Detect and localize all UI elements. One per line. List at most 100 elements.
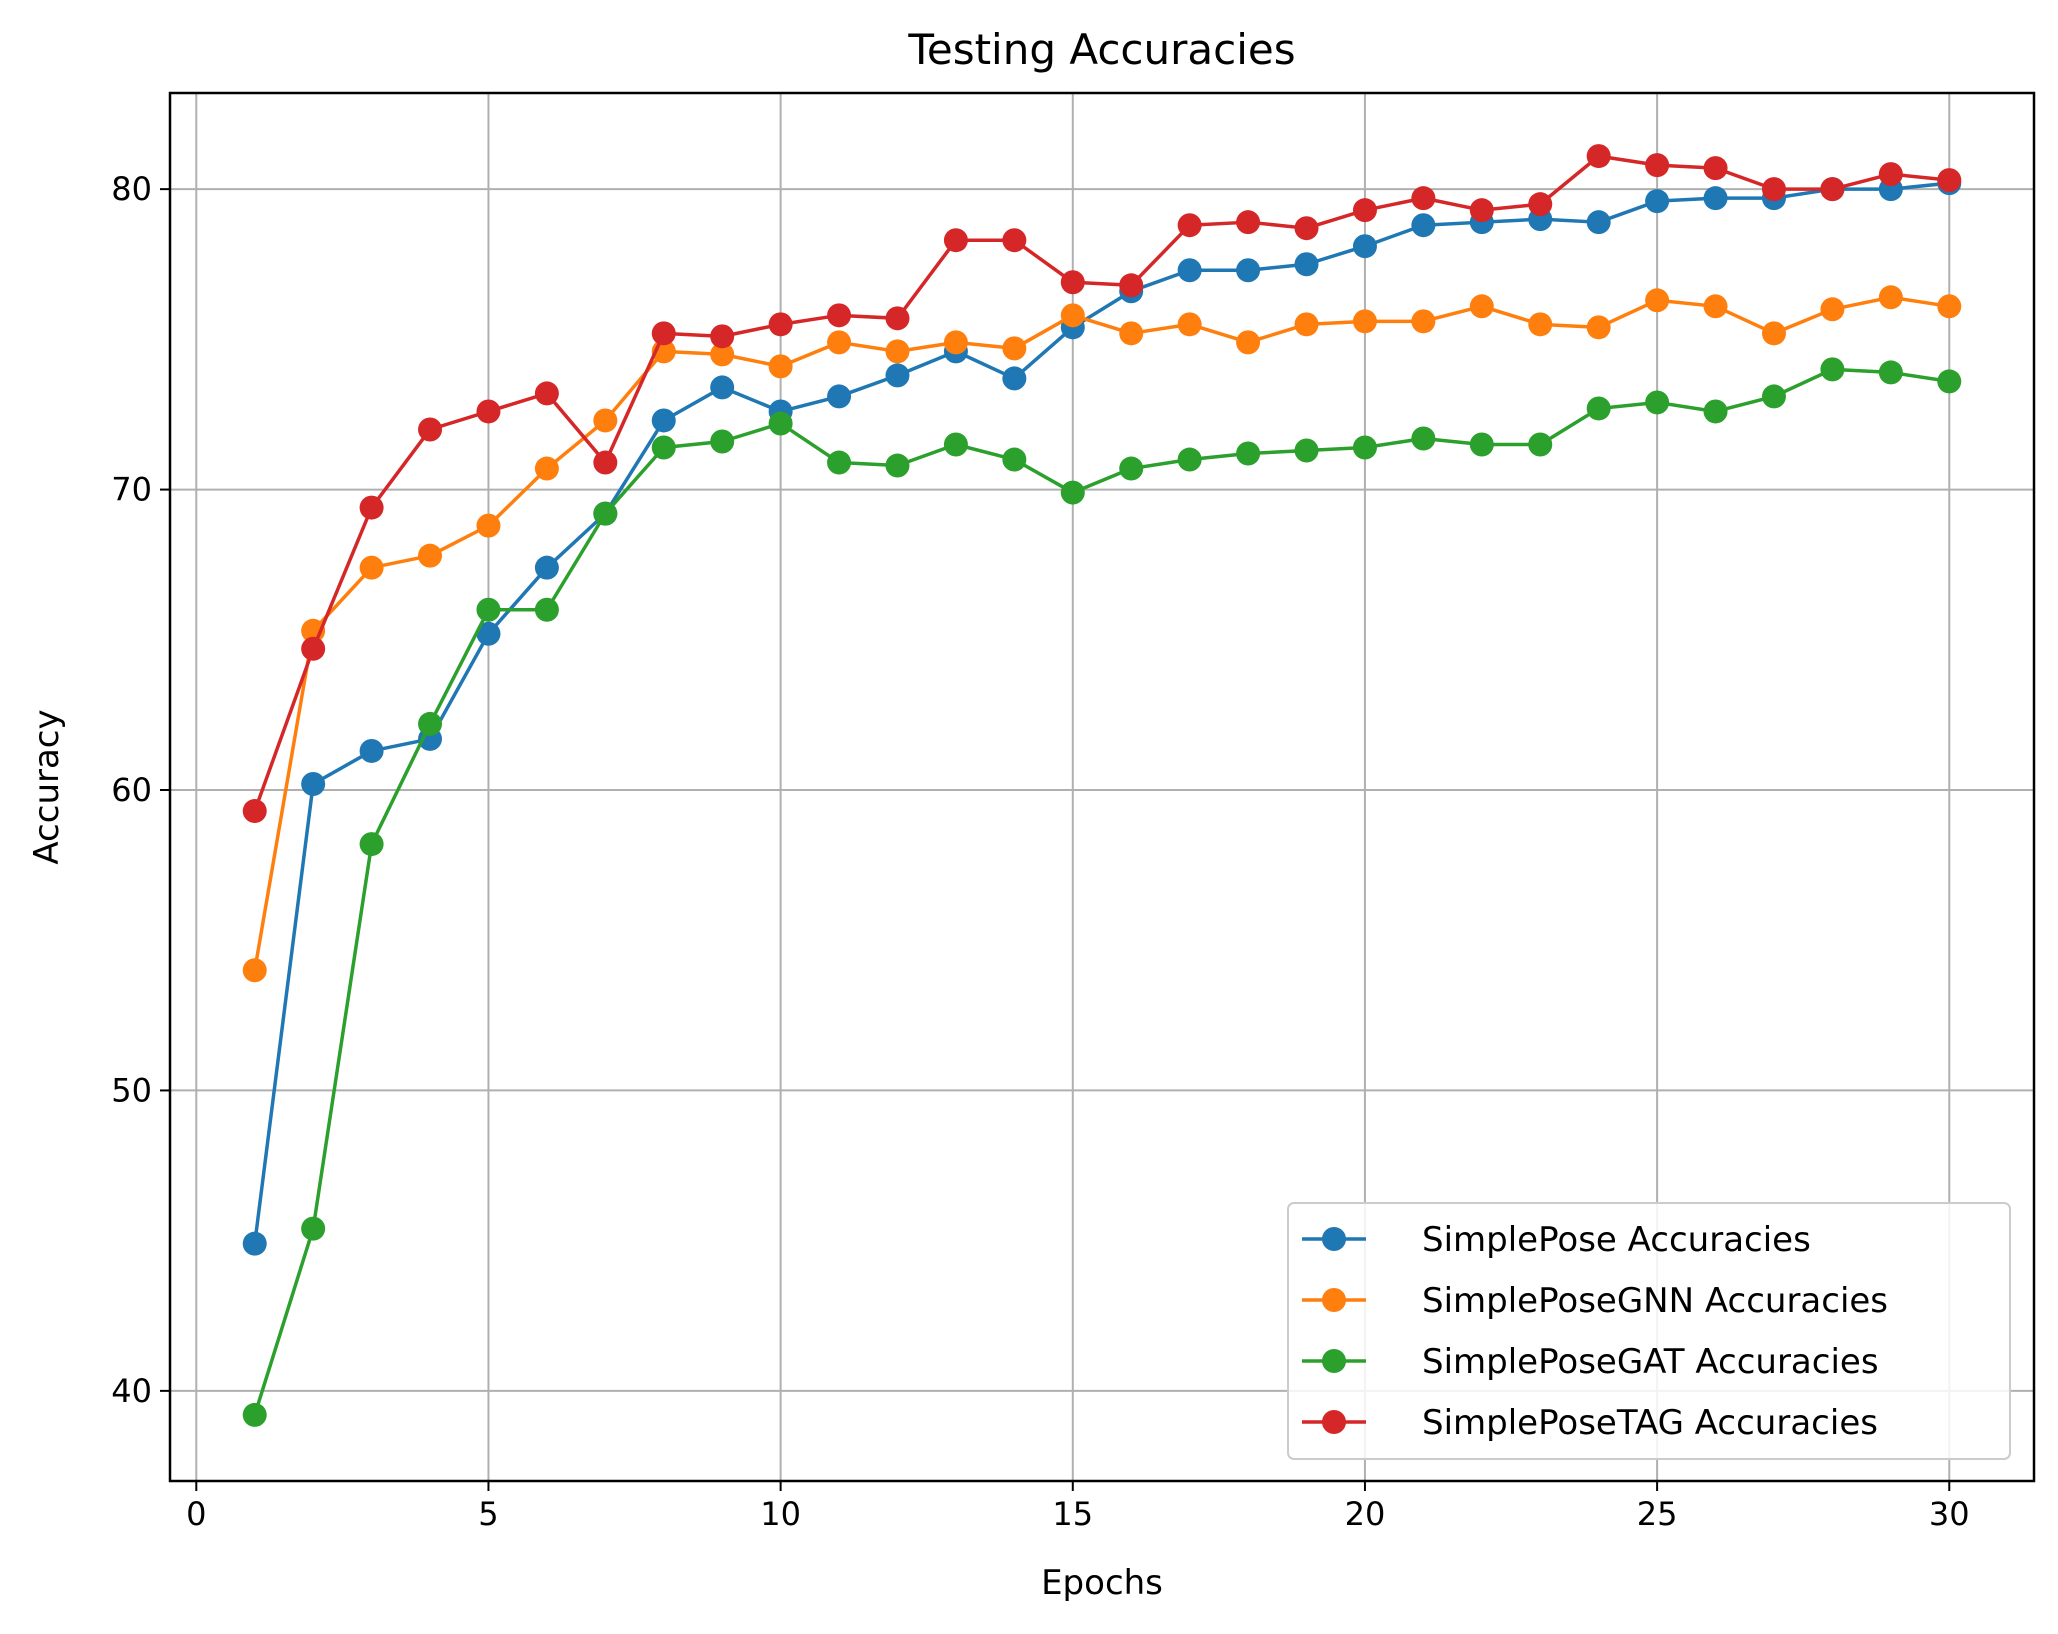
legend-item: SimplePoseTAG Accuracies (1302, 1403, 1878, 1443)
y-tick-label: 50 (111, 1071, 152, 1109)
data-point (1878, 162, 1903, 187)
data-point (301, 636, 326, 661)
data-point (1645, 390, 1670, 415)
legend-marker (1322, 1288, 1346, 1312)
data-point (1878, 285, 1903, 310)
legend-item: SimplePose Accuracies (1302, 1220, 1811, 1260)
data-point (1703, 399, 1728, 424)
legend-marker (1322, 1410, 1346, 1434)
data-point (1060, 303, 1085, 328)
data-point (885, 306, 910, 331)
legend-label: SimplePoseGAT Accuracies (1422, 1342, 1879, 1382)
data-point (710, 375, 735, 400)
data-point (827, 303, 852, 328)
data-point (1411, 186, 1436, 211)
data-point (1411, 426, 1436, 451)
data-point (1294, 252, 1319, 277)
legend-marker (1322, 1349, 1346, 1373)
data-point (1002, 447, 1027, 472)
data-point (651, 321, 676, 346)
y-tick-label: 40 (111, 1372, 152, 1410)
data-point (359, 738, 384, 763)
data-point (1119, 321, 1144, 346)
data-point (1469, 432, 1494, 457)
data-point (1119, 456, 1144, 481)
data-point (359, 832, 384, 857)
legend-marker (1322, 1227, 1346, 1251)
data-point (1761, 177, 1786, 202)
data-point (1002, 336, 1027, 361)
data-point (768, 354, 793, 379)
data-point (710, 342, 735, 367)
data-point (1352, 435, 1377, 460)
data-point (1528, 192, 1553, 217)
data-point (1937, 168, 1962, 193)
data-point (827, 384, 852, 409)
data-point (651, 435, 676, 460)
data-point (1703, 156, 1728, 181)
y-axis-label: Accuracy (27, 709, 67, 864)
data-point (1236, 258, 1261, 283)
data-point (1761, 384, 1786, 409)
data-point (476, 597, 501, 622)
data-point (885, 453, 910, 478)
data-point (418, 543, 443, 568)
data-point (1294, 216, 1319, 241)
data-point (1820, 297, 1845, 322)
data-point (943, 432, 968, 457)
legend-label: SimplePoseTAG Accuracies (1422, 1403, 1878, 1443)
data-point (418, 711, 443, 736)
data-point (1645, 153, 1670, 178)
data-point (651, 408, 676, 433)
data-point (1469, 198, 1494, 223)
data-point (1177, 447, 1202, 472)
data-point (1236, 330, 1261, 355)
data-point (1060, 270, 1085, 295)
data-point (593, 408, 618, 433)
legend-item: SimplePoseGNN Accuracies (1302, 1281, 1888, 1321)
data-point (1352, 198, 1377, 223)
data-point (1294, 312, 1319, 337)
data-point (476, 399, 501, 424)
x-tick-label: 15 (1052, 1495, 1093, 1533)
data-point (1411, 213, 1436, 238)
data-point (1703, 294, 1728, 319)
data-point (359, 555, 384, 580)
data-point (1878, 360, 1903, 385)
data-point (943, 228, 968, 253)
data-point (768, 411, 793, 436)
data-point (1177, 213, 1202, 238)
data-point (943, 330, 968, 355)
data-point (1820, 177, 1845, 202)
legend-item: SimplePoseGAT Accuracies (1302, 1342, 1879, 1382)
data-point (534, 381, 559, 406)
data-point (1002, 366, 1027, 391)
data-point (476, 621, 501, 646)
data-point (1411, 309, 1436, 334)
data-point (1586, 396, 1611, 421)
x-tick-label: 5 (478, 1495, 498, 1533)
data-point (301, 1216, 326, 1241)
data-point (1002, 228, 1027, 253)
data-point (242, 958, 267, 983)
axis-ticks: 0 5 10 15 20 25 30 40 50 60 70 80 (111, 170, 1969, 1533)
data-point (534, 555, 559, 580)
series-layer (242, 144, 1962, 1427)
data-point (1236, 441, 1261, 466)
chart-title: Testing Accuracies (907, 25, 1295, 74)
legend-label: SimplePoseGNN Accuracies (1422, 1281, 1888, 1321)
data-point (1294, 438, 1319, 463)
data-point (1761, 321, 1786, 346)
data-point (885, 363, 910, 388)
data-point (1586, 210, 1611, 235)
data-point (710, 324, 735, 349)
series-3 (242, 357, 1962, 1427)
data-point (301, 771, 326, 796)
data-point (1469, 294, 1494, 319)
data-point (1820, 357, 1845, 382)
data-point (593, 450, 618, 475)
data-point (242, 1231, 267, 1256)
data-point (1177, 312, 1202, 337)
data-point (476, 513, 501, 538)
